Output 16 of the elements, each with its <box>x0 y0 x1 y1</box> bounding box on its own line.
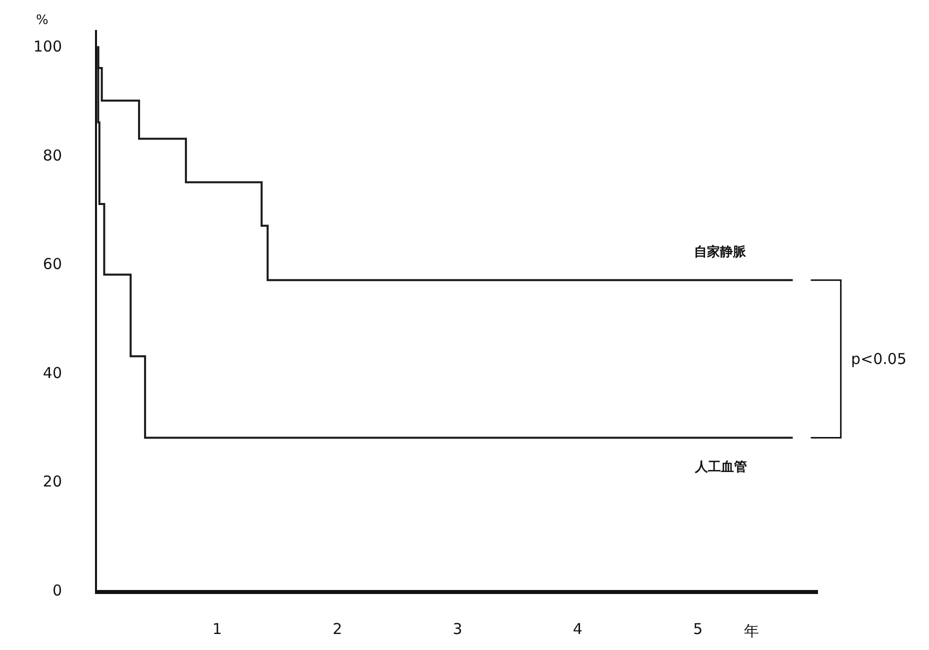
y-axis-title: % <box>36 13 48 28</box>
text: p<0.05 <box>851 350 906 368</box>
x-tick-label: 1 <box>212 620 222 638</box>
y-tick-label: 100 <box>33 38 62 56</box>
y-tick-label: 0 <box>52 581 62 600</box>
series-label: 自家静脈 <box>694 244 747 260</box>
y-tick-label: 40 <box>42 364 62 382</box>
x-axis-title: 年 <box>744 622 759 640</box>
y-tick-label: 80 <box>42 146 62 164</box>
x-tick-label: 3 <box>452 620 462 638</box>
x-tick-label: 5 <box>693 620 703 638</box>
y-tick-label: 60 <box>42 255 62 274</box>
y-tick-label: 20 <box>42 472 62 491</box>
x-tick-label: 2 <box>332 620 342 638</box>
x-tick-label: 4 <box>572 620 582 638</box>
series-label: 人工血管 <box>694 460 747 475</box>
